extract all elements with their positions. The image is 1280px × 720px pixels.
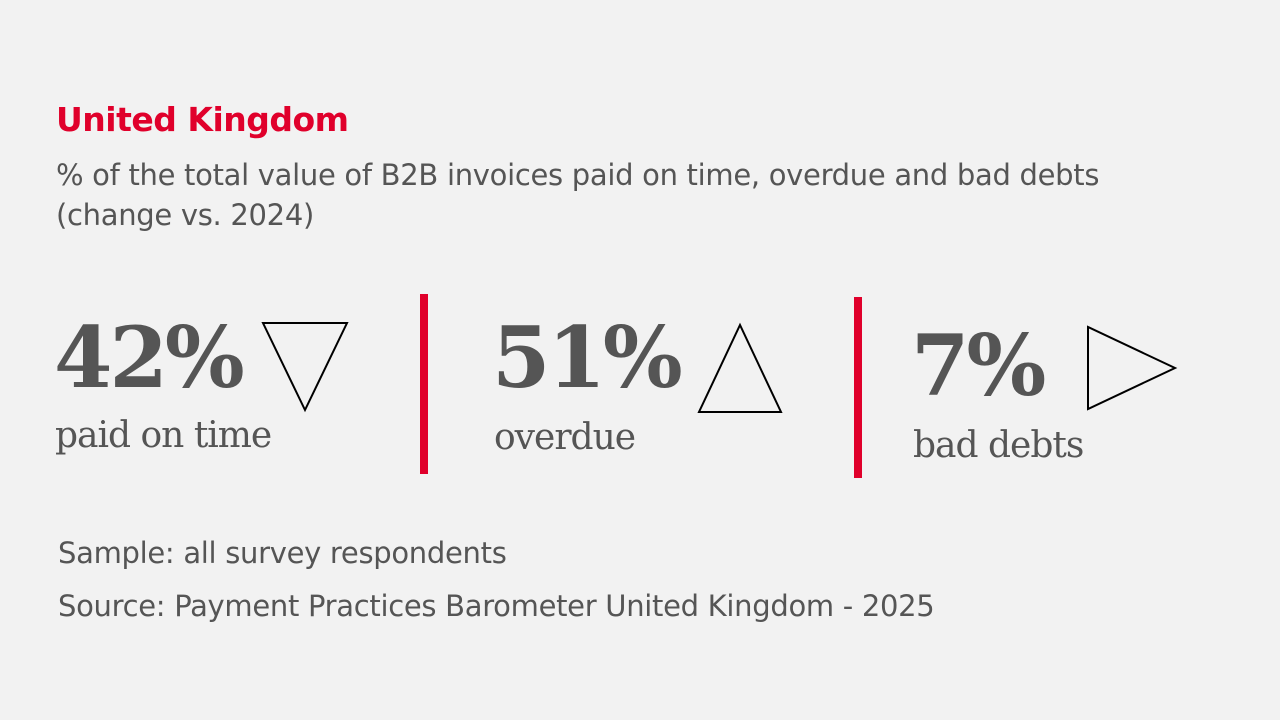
stat-value-paid-on-time: 42% [54, 308, 245, 407]
sample-note: Sample: all survey respondents [58, 536, 507, 570]
triangle-right-icon [1087, 325, 1178, 411]
source-note: Source: Payment Practices Barometer Unit… [58, 589, 935, 623]
divider [420, 294, 428, 474]
stat-label-overdue: overdue [494, 417, 636, 458]
triangle-down-icon [261, 322, 349, 413]
divider [854, 297, 862, 478]
chart-title: United Kingdom [56, 100, 349, 139]
subtitle-line-1: % of the total value of B2B invoices pai… [56, 158, 1100, 192]
stat-value-overdue: 51% [492, 308, 683, 407]
subtitle-line-2: (change vs. 2024) [56, 198, 314, 232]
triangle-up-icon [697, 322, 783, 413]
stat-label-paid-on-time: paid on time [55, 415, 272, 456]
stat-label-bad-debts: bad debts [913, 425, 1084, 466]
stat-value-bad-debts: 7% [911, 316, 1046, 415]
